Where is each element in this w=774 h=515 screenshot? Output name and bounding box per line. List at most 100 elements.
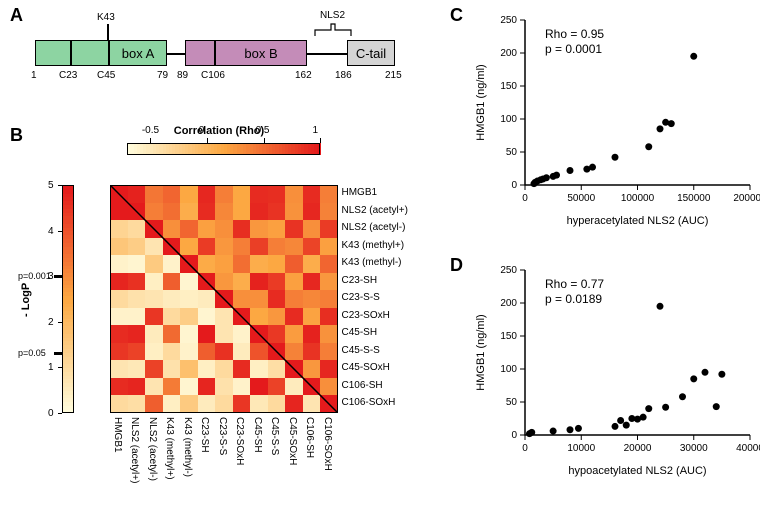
colorbar-tick: 0.5	[256, 125, 270, 136]
col-label: C45-S-S	[269, 417, 280, 455]
col-label: NLS2 (acetyl+)	[129, 417, 140, 483]
x-tick: 20000	[624, 443, 652, 454]
row-label: K43 (methyl+)	[342, 240, 405, 251]
data-point	[543, 174, 550, 181]
col-label: K43 (methyl-)	[182, 417, 193, 477]
domain-boxA-seg1	[35, 40, 71, 66]
stat-p: p = 0.0189	[545, 292, 602, 306]
data-point	[567, 426, 574, 433]
protein-domain-diagram: K43NLS2box Abox BC-tail1C23C457989C10616…	[35, 10, 415, 110]
pos-label: 186	[335, 70, 352, 81]
correlation-heatmap: Correlation (Rho)-0.500.51012345p=0.001p…	[20, 125, 420, 505]
row-label: C23-S-S	[342, 292, 380, 303]
logp-tick: 2	[48, 317, 54, 328]
x-tick: 50000	[567, 193, 595, 204]
logp-tick: 1	[48, 362, 54, 373]
y-tick: 250	[500, 15, 517, 26]
pos-label: C23	[59, 70, 77, 81]
row-label: C23-SOxH	[342, 310, 390, 321]
col-label: C23-SOxH	[234, 417, 245, 465]
scatter-plot-c: 050000100000150000200000050100150200250h…	[470, 10, 760, 230]
row-label: C45-SH	[342, 327, 378, 338]
data-point	[690, 53, 697, 60]
pos-label: 1	[31, 70, 37, 81]
x-tick: 100000	[621, 193, 655, 204]
domain-boxA-seg3: box A	[109, 40, 167, 66]
data-point	[528, 429, 535, 436]
col-label: C106-SOxH	[322, 417, 333, 471]
logp-tick: 4	[48, 226, 54, 237]
data-point	[657, 303, 664, 310]
row-label: K43 (methyl-)	[342, 257, 402, 268]
colorbar-title: Correlation (Rho)	[174, 125, 264, 137]
x-tick: 0	[522, 443, 528, 454]
x-tick: 40000	[736, 443, 760, 454]
pos-label: C106	[201, 70, 225, 81]
col-label: C106-SH	[304, 417, 315, 458]
data-point	[662, 404, 669, 411]
x-tick: 0	[522, 193, 528, 204]
data-point	[640, 414, 647, 421]
col-label: K43 (methyl+)	[164, 417, 175, 480]
row-label: C23-SH	[342, 275, 378, 286]
data-point	[657, 125, 664, 132]
data-point	[713, 403, 720, 410]
x-axis-label: hyperacetylated NLS2 (AUC)	[567, 215, 709, 227]
y-tick: 50	[506, 147, 518, 158]
y-tick: 200	[500, 298, 517, 309]
stat-rho: Rho = 0.95	[545, 27, 604, 41]
col-label: HMGB1	[112, 417, 123, 453]
domain-boxB-seg2: box B	[215, 40, 307, 66]
x-tick: 30000	[680, 443, 708, 454]
panel-label-c: C	[450, 5, 463, 26]
y-tick: 0	[511, 430, 517, 441]
logp-tick: 0	[48, 408, 54, 419]
domain-boxB-seg1	[185, 40, 215, 66]
stat-p: p = 0.0001	[545, 42, 602, 56]
data-point	[575, 425, 582, 432]
row-label: HMGB1	[342, 187, 378, 198]
row-label: NLS2 (acetyl+)	[342, 205, 408, 216]
data-point	[550, 428, 557, 435]
row-label: C106-SH	[342, 380, 383, 391]
stat-rho: Rho = 0.77	[545, 277, 604, 291]
y-tick: 0	[511, 180, 517, 191]
colorbar-tick: 0	[199, 125, 205, 136]
pos-label: 89	[177, 70, 188, 81]
panel-label-d: D	[450, 255, 463, 276]
row-label: C45-SOxH	[342, 362, 390, 373]
row-label: C45-S-S	[342, 345, 380, 356]
data-point	[617, 417, 624, 424]
y-tick: 50	[506, 397, 518, 408]
col-label: C23-S-S	[217, 417, 228, 455]
data-point	[702, 369, 709, 376]
k43-label: K43	[97, 12, 115, 23]
colorbar-tick: 1	[312, 125, 318, 136]
col-label: NLS2 (acetyl-)	[147, 417, 158, 481]
data-point	[623, 422, 630, 429]
x-tick: 150000	[677, 193, 711, 204]
p-mark: p=0.05	[18, 348, 46, 358]
x-axis-label: hypoacetylated NLS2 (AUC)	[568, 465, 706, 477]
data-point	[645, 405, 652, 412]
y-axis-label: HMGB1 (ng/ml)	[475, 64, 487, 140]
col-label: C23-SH	[199, 417, 210, 453]
data-point	[679, 393, 686, 400]
pos-label: 79	[157, 70, 168, 81]
y-tick: 200	[500, 48, 517, 59]
domain-boxA-seg2	[71, 40, 109, 66]
y-tick: 100	[500, 364, 517, 375]
p-mark: p=0.001	[18, 271, 51, 281]
y-tick: 250	[500, 265, 517, 276]
data-point	[645, 143, 652, 150]
data-point	[690, 375, 697, 382]
pos-label: C45	[97, 70, 115, 81]
data-point	[668, 120, 675, 127]
y-tick: 100	[500, 114, 517, 125]
x-tick: 10000	[567, 443, 595, 454]
col-label: C45-SOxH	[287, 417, 298, 465]
logp-title: - LogP	[20, 283, 32, 317]
logp-tick: 5	[48, 180, 54, 191]
col-label: C45-SH	[252, 417, 263, 453]
row-label: NLS2 (acetyl-)	[342, 222, 406, 233]
